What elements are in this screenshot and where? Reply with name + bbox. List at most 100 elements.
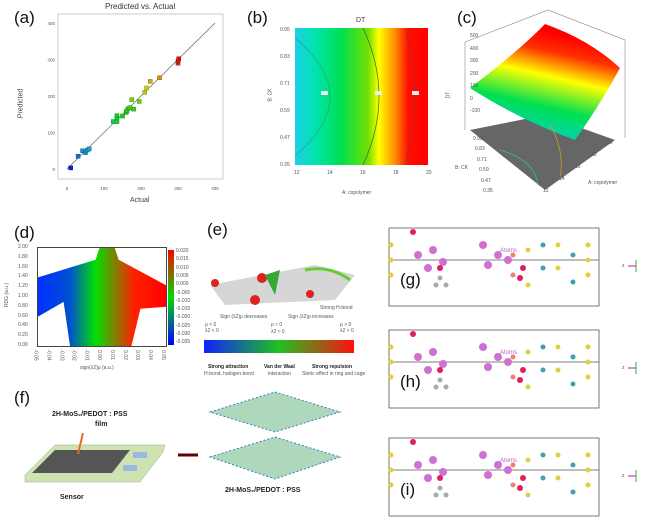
chart-a-frame [57,13,224,180]
sign-decreases: Sign (λ2)ρ decreases [220,314,268,320]
x-tick-label: 18 [393,170,399,176]
data-point [176,56,181,62]
x-tick-label: 12 [294,170,300,176]
chart-d-ylabel: RDG (a.u.) [4,282,11,308]
colorbar-tick-label: -0.005 [176,289,191,296]
atom [494,461,502,469]
data-point [68,165,73,171]
chart-d-plot [37,247,167,347]
chart-d-xlabel: sign(λ2)ρ (a.u.) [80,365,114,371]
y-tick-label: 0.83 [475,146,485,152]
x-tick-label: 14 [559,176,565,182]
atom [479,343,487,351]
film-sub-label: film [95,421,108,428]
x-tick-label: -0.05 [32,349,39,361]
z-tick-label: 300 [470,58,479,64]
z-tick-label: 400 [470,45,479,52]
y-tick-label: 0.35 [280,162,290,168]
x-tick-label: -0.02 [71,349,78,361]
x-tick-label: 16 [575,164,581,170]
z-tick-label: -100 [470,108,481,114]
y-tick-label: 1.40 [18,273,28,280]
panel-label-f: (f) [14,388,31,407]
axis-z-label: z [622,365,625,371]
cat-2-title: Strong repulsion [312,364,352,370]
y-tick-label: 0.59 [479,167,489,173]
y-tick-label: 0.95 [473,135,483,142]
colorbar-tick-label: -0.015 [176,306,191,313]
y-tick-label: 0.71 [280,81,290,87]
chart-b-title: DT [356,17,366,24]
x-tick-label: -0.04 [45,349,52,361]
sensor-label: Sensor [60,494,84,501]
colorbar-tick-label: 0.005 [176,272,189,279]
chart-b-xlabel: A: copolymer [342,190,372,196]
chart-d-colorbar [168,250,174,345]
atom [484,363,492,371]
atom [414,353,422,361]
colorbar-tick-label: -0.035 [176,339,191,346]
atom [484,261,492,269]
y-tick-label: 0.71 [477,156,487,163]
cat-0-title: Strong attraction [208,364,249,370]
cond-mid: ρ ≈ 0 [271,322,283,328]
chart-a-ylabel: Predicted [17,88,25,119]
data-point [131,106,136,112]
cond-left: ρ < 0 λ2 < 0 [205,322,219,334]
x-tick-label: 300 [174,186,182,191]
x-tick-label: -0.01 [83,349,90,361]
x-tick-label: 20 [607,140,613,146]
y-tick-label: 0.59 [280,108,290,114]
y-tick-label: 400 [47,21,55,26]
y-tick-label: 0.80 [18,302,28,309]
y-tick-label: 0.40 [18,322,28,329]
y-tick-label: 0.83 [280,54,290,60]
y-tick-label: 0.47 [481,177,491,184]
chart-c-surface [464,9,626,190]
y-tick-label: 0.35 [483,188,493,194]
atoms-label: Atoms [500,350,518,356]
panel-label-i: (i) [400,480,416,499]
y-tick-label: 0.20 [18,332,28,339]
data-point [144,85,149,91]
chart-b-ylabel: B: CK [267,88,274,102]
y-tick-label: 0 [52,167,55,172]
data-point [129,97,134,102]
x-tick-label: 12 [543,188,549,194]
atom [479,241,487,249]
x-tick-label: -0.03 [58,349,65,361]
atom [429,348,437,356]
atom [439,360,447,368]
x-tick-label: 0.03 [134,350,141,360]
atom [424,366,432,374]
mos2-structure-image [208,391,342,480]
y-tick-label: 1.20 [18,283,28,290]
strong-hbond-label: Strong H-bond [320,305,353,311]
y-tick-label: 2.00 [18,244,28,250]
data-point [157,75,162,80]
x-tick-label: 0 [66,186,69,191]
colorbar-tick-label: -0.025 [176,322,191,329]
atom [439,468,447,476]
chart-b-contour [295,28,428,165]
panel-label-d: (d) [14,223,35,242]
y-tick-label: 200 [47,94,55,99]
colorbar-tick-label: -0.020 [176,314,191,321]
structure-label: 2H-MoS₂/PEDOT : PSS [225,487,301,494]
data-point [75,153,81,159]
atom [414,251,422,259]
x-tick-label: 400 [211,186,219,191]
sign-increases: Sign (λ2)ρ increases [288,314,334,320]
film-label: 2H-MoS₂/PEDOT : PSS [52,411,128,418]
chart-a-title: Predicted vs. Actual [105,2,176,11]
cond-mid-l2: λ2 ≈ 0 [271,329,285,335]
x-tick-label: 20 [426,170,432,176]
x-tick-label: 100 [100,186,108,191]
x-tick-label: 0.01 [108,350,115,360]
cat-2-sub: Steric effect in ring and cage [302,371,366,377]
panel-label-c: (c) [457,8,477,27]
y-tick-label: 300 [47,58,55,63]
atom [429,456,437,464]
x-tick-label: 14 [327,170,333,176]
